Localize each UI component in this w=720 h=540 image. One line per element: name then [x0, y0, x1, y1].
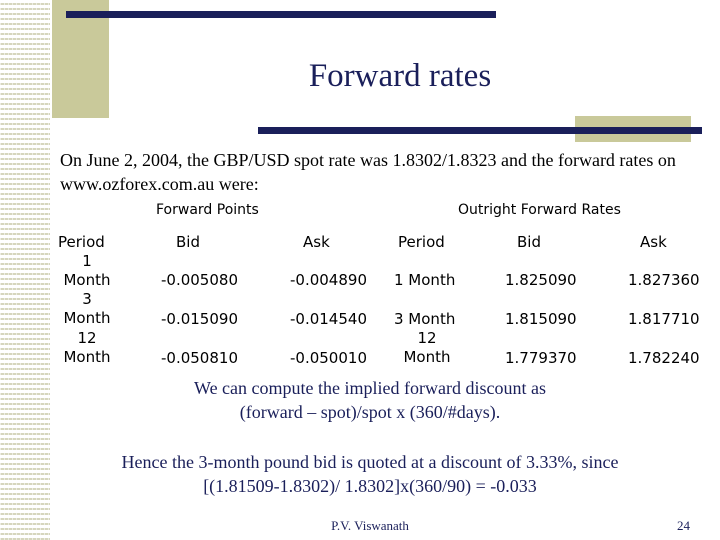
table-row-period: 12 Month	[63, 329, 111, 366]
table-row-period: 1 Month	[63, 252, 111, 289]
column-header-out-ask: Ask	[640, 233, 667, 251]
column-header-out-bid: Bid	[517, 233, 541, 251]
table-cell-fp-ask: -0.050010	[290, 349, 367, 367]
top-olive-block	[52, 0, 109, 118]
column-header-period: Period	[58, 233, 105, 251]
title-underline-bar	[258, 127, 702, 134]
left-stripe-overlay	[0, 0, 50, 540]
table-cell-out-bid: 1.825090	[505, 271, 577, 289]
table-cell-fp-bid: -0.005080	[161, 271, 238, 289]
table-cell-out-bid: 1.779370	[505, 349, 577, 367]
note-line: We can compute the implied forward disco…	[194, 378, 546, 398]
table-cell-out-ask: 1.817710	[628, 310, 700, 328]
table-cell-fp-ask: -0.014540	[290, 310, 367, 328]
table-cell-out-bid: 1.815090	[505, 310, 577, 328]
note-line: [(1.81509-1.8302)/ 1.8302]x(360/90) = -0…	[203, 476, 537, 496]
column-header-fp-ask: Ask	[303, 233, 330, 251]
top-accent-bar	[66, 11, 496, 18]
column-header-fp-bid: Bid	[176, 233, 200, 251]
outright-forward-rates-header: Outright Forward Rates	[458, 202, 621, 218]
table-cell-out-ask: 1.782240	[628, 349, 700, 367]
table-cell-out-period: 1 Month	[394, 271, 456, 289]
table-cell-out-period: 12 Month	[403, 329, 451, 366]
table-row-period: 3 Month	[63, 290, 111, 327]
table-cell-fp-bid: -0.050810	[161, 349, 238, 367]
note-line: (forward – spot)/spot x (360/#days).	[239, 402, 501, 422]
table-cell-fp-ask: -0.004890	[290, 271, 367, 289]
discount-example-note: Hence the 3-month pound bid is quoted at…	[70, 450, 670, 498]
forward-points-header: Forward Points	[156, 202, 259, 218]
slide-title: Forward rates	[308, 58, 492, 94]
discount-formula-note: We can compute the implied forward disco…	[120, 376, 620, 424]
column-header-out-period: Period	[398, 233, 445, 251]
footer-author: P.V. Viswanath	[331, 518, 409, 533]
note-line: Hence the 3-month pound bid is quoted at…	[121, 452, 619, 472]
intro-text: On June 2, 2004, the GBP/USD spot rate w…	[60, 150, 676, 194]
table-cell-out-period: 3 Month	[394, 310, 456, 328]
table-cell-out-ask: 1.827360	[628, 271, 700, 289]
table-cell-fp-bid: -0.015090	[161, 310, 238, 328]
page-number: 24	[677, 518, 690, 533]
